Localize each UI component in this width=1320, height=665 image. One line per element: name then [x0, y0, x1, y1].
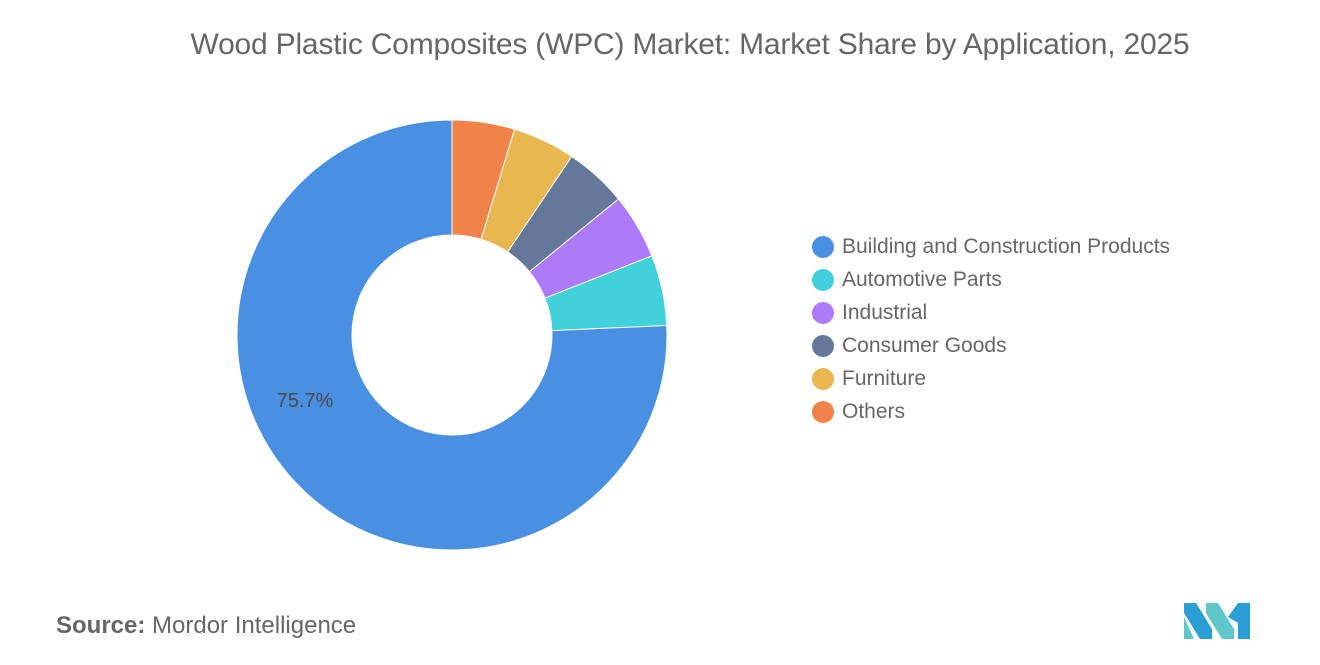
- logo-middle-stroke: [1206, 603, 1234, 639]
- legend-item-consumer-goods: Consumer Goods: [812, 329, 1170, 362]
- legend-swatch: [812, 268, 834, 291]
- source-label: Source:: [56, 612, 146, 639]
- legend-item-building-and-construction-products: Building and Construction Products: [812, 230, 1170, 263]
- logo-left-accent: [1184, 617, 1194, 639]
- legend-label: Building and Construction Products: [842, 234, 1171, 258]
- legend-label: Furniture: [842, 366, 927, 390]
- legend-swatch: [812, 235, 834, 258]
- legend-swatch: [812, 367, 834, 390]
- slice-data-label: 75.7%: [277, 390, 334, 412]
- legend-label: Industrial: [842, 300, 928, 324]
- logo-right-stroke: [1238, 603, 1250, 639]
- logo-right-accent: [1228, 603, 1238, 623]
- chart-title: Wood Plastic Composites (WPC) Market: Ma…: [190, 28, 1190, 61]
- legend-item-automotive-parts: Automotive Parts: [812, 263, 1170, 296]
- legend-label: Consumer Goods: [842, 333, 1007, 357]
- legend-label: Automotive Parts: [842, 267, 1002, 291]
- source-note: Source: Mordor Intelligence: [56, 612, 356, 640]
- source-value: Mordor Intelligence: [152, 612, 357, 639]
- legend-swatch: [812, 301, 834, 324]
- chart-legend: Building and Construction Products Automo…: [812, 230, 1170, 428]
- legend-item-others: Others: [812, 395, 1170, 428]
- legend-label: Others: [842, 399, 906, 423]
- legend-swatch: [812, 400, 834, 423]
- logo-left-stroke: [1184, 603, 1212, 639]
- legend-item-furniture: Furniture: [812, 362, 1170, 395]
- mordor-intelligence-logo: [1184, 603, 1250, 639]
- legend-item-industrial: Industrial: [812, 296, 1170, 329]
- legend-swatch: [812, 334, 834, 357]
- slice-building-and-construction-products: [236, 119, 668, 551]
